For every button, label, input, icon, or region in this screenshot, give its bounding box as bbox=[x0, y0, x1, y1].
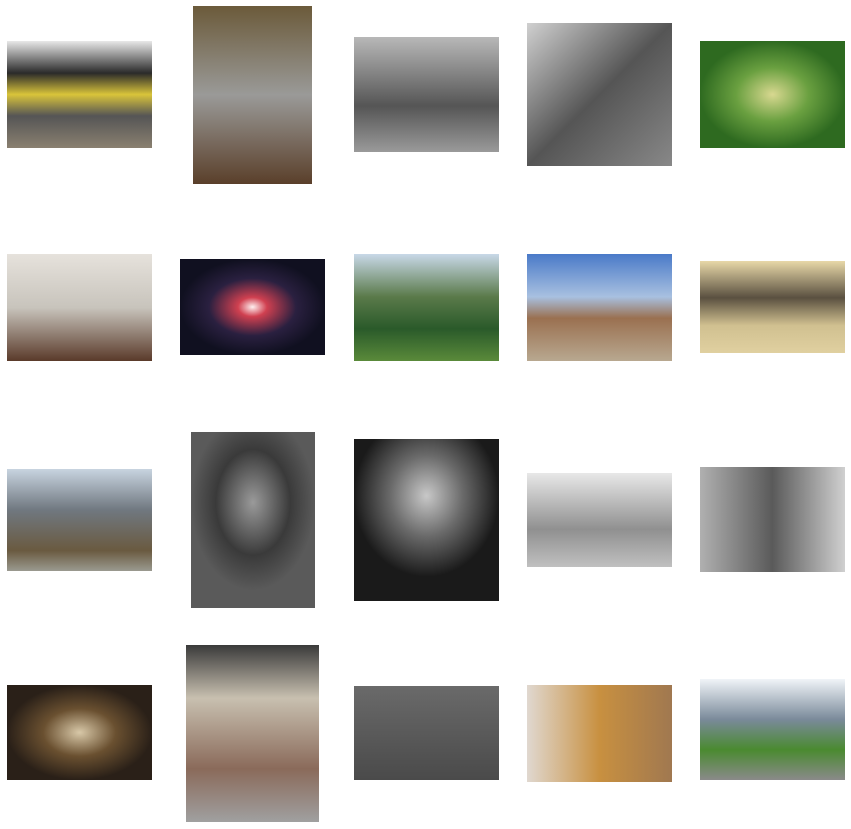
photo bbox=[527, 23, 672, 166]
photo bbox=[700, 261, 845, 353]
photo bbox=[7, 469, 152, 571]
photo bbox=[700, 41, 845, 148]
photo bbox=[527, 473, 672, 567]
photo bbox=[700, 467, 845, 572]
photo bbox=[527, 254, 672, 361]
photo bbox=[354, 686, 499, 780]
photo bbox=[180, 259, 325, 355]
photo bbox=[186, 645, 319, 822]
photo bbox=[354, 439, 499, 601]
photo bbox=[193, 6, 312, 184]
photo bbox=[191, 432, 315, 608]
photo bbox=[7, 254, 152, 361]
photo bbox=[527, 685, 672, 782]
photo bbox=[700, 679, 845, 780]
photo bbox=[354, 254, 499, 361]
photo bbox=[354, 37, 499, 152]
photo bbox=[7, 685, 152, 780]
photo bbox=[7, 41, 152, 148]
